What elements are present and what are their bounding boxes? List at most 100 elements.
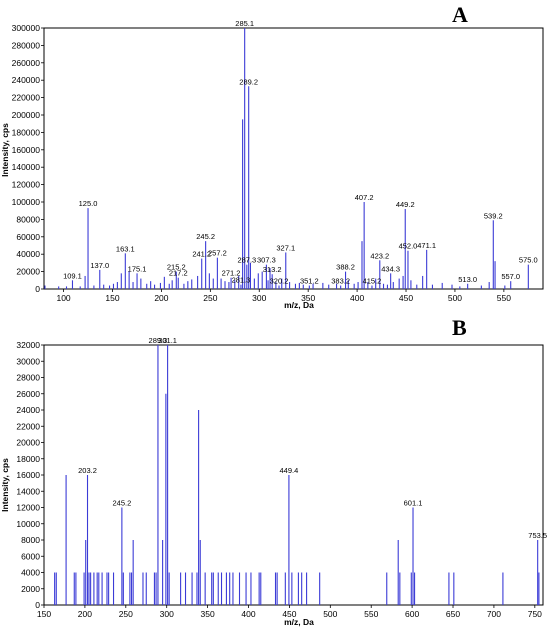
peak-label: 452.0: [399, 242, 418, 251]
peak-label: 327.1: [276, 243, 295, 252]
x-tick-label: 500: [448, 293, 462, 303]
peak-label: 217.2: [169, 269, 188, 278]
y-tick-label: 14000: [16, 486, 40, 496]
y-tick-label: 260000: [12, 58, 41, 68]
peak-label: 434.3: [381, 264, 400, 273]
peak-label: 257.2: [208, 249, 227, 258]
peak-label: 601.1: [404, 499, 423, 508]
y-tick-label: 240000: [12, 75, 41, 85]
peak-label: 351.2: [300, 277, 319, 286]
plot-area-frame: [43, 27, 544, 290]
x-tick-label: 650: [446, 609, 460, 619]
peak-label: 289.2: [239, 77, 258, 86]
y-tick-label: 80000: [16, 214, 40, 224]
y-tick-label: 0: [35, 284, 40, 294]
panel-label-a: A: [452, 2, 468, 27]
y-tick-label: 16000: [16, 470, 40, 480]
peak-label: 313.2: [263, 265, 282, 274]
y-tick-label: 2000: [21, 584, 40, 594]
peak-label: 215.2: [167, 263, 186, 272]
x-tick-label: 100: [56, 293, 70, 303]
peak-label: 471.1: [417, 241, 436, 250]
y-tick-label: 4000: [21, 568, 40, 578]
peak-label: 281.3: [232, 276, 251, 285]
y-axis-label-a: Intensity, cps: [0, 123, 10, 177]
y-tick-label: 12000: [16, 503, 40, 513]
x-tick-label: 450: [399, 293, 413, 303]
peak-label: 203.2: [78, 466, 97, 475]
y-tick-label: 18000: [16, 454, 40, 464]
y-tick-label: 200000: [12, 110, 41, 120]
peak-label: 163.1: [116, 244, 135, 253]
y-axis-label-b: Intensity, cps: [0, 458, 10, 512]
y-tick-label: 10000: [16, 519, 40, 529]
peak-label: 109.1: [63, 271, 82, 280]
x-tick-label: 750: [528, 609, 542, 619]
x-tick-label: 400: [241, 609, 255, 619]
x-tick-label: 300: [252, 293, 266, 303]
spectrum-panel-b: B Intensity, cps m/z, Da 0 2000 4000 6000 80…: [0, 315, 547, 627]
x-tick-label: 300: [160, 609, 174, 619]
peak-label: 289.3: [149, 336, 168, 345]
y-tick-label: 20000: [16, 267, 40, 277]
x-tick-label: 550: [497, 293, 511, 303]
x-tick-label: 550: [364, 609, 378, 619]
y-tick-label: 180000: [12, 127, 41, 137]
y-tick-label: 220000: [12, 93, 41, 103]
peak-label: 301.1: [158, 336, 177, 345]
y-tick-label: 20000: [16, 438, 40, 448]
x-tick-label: 200: [154, 293, 168, 303]
peak-label: 271.2: [222, 269, 241, 278]
y-tick-label: 120000: [12, 180, 41, 190]
y-tick-label: 40000: [16, 249, 40, 259]
y-tick-label: 60000: [16, 232, 40, 242]
peak-label: 245.2: [196, 232, 215, 241]
x-tick-label: 450: [282, 609, 296, 619]
peak-label: 285.1: [235, 19, 254, 28]
y-tick-label: 30000: [16, 356, 40, 366]
peak-label: 407.2: [355, 193, 374, 202]
peak-label: 557.0: [501, 272, 520, 281]
peak-label: 539.2: [484, 211, 503, 220]
y-tick-label: 26000: [16, 389, 40, 399]
y-tick-label: 6000: [21, 551, 40, 561]
x-tick-label: 350: [301, 293, 315, 303]
x-tick-label: 400: [350, 293, 364, 303]
peak-label: 415.2: [363, 277, 382, 286]
x-tick-label: 250: [119, 609, 133, 619]
x-axis-label-b: m/z, Da: [284, 617, 314, 627]
x-tick-label: 500: [323, 609, 337, 619]
x-tick-label: 600: [405, 609, 419, 619]
peak-label: 383.2: [331, 277, 350, 286]
peak-label: 241.2: [192, 250, 211, 259]
x-tick-label: 150: [105, 293, 119, 303]
y-tick-label: 32000: [16, 340, 40, 350]
x-tick-label: 150: [37, 609, 51, 619]
y-tick-label: 300000: [12, 23, 41, 33]
y-tick-label: 28000: [16, 373, 40, 383]
x-tick-label: 250: [203, 293, 217, 303]
y-tick-label: 160000: [12, 145, 41, 155]
y-tick-label: 280000: [12, 40, 41, 50]
peak-label: 307.3: [257, 256, 276, 265]
peak-label: 125.0: [79, 199, 98, 208]
spectrum-panel-a: A Intensity, cps m/z, Da 0 20000 40000 6000…: [0, 2, 544, 310]
peak-label: 245.2: [112, 499, 131, 508]
y-tick-label: 0: [35, 600, 40, 610]
peak-label: 449.2: [396, 200, 415, 209]
peak-label: 137.0: [90, 261, 109, 270]
x-axis-label-a: m/z, Da: [284, 300, 314, 310]
y-tick-label: 24000: [16, 405, 40, 415]
peak-label: 320.2: [270, 277, 289, 286]
peak-label: 388.2: [336, 263, 355, 272]
y-tick-label: 8000: [21, 535, 40, 545]
peak-label: 287.3: [237, 256, 256, 265]
peak-label: 175.1: [128, 264, 147, 273]
x-tick-label: 200: [78, 609, 92, 619]
y-tick-label: 140000: [12, 162, 41, 172]
peak-label: 449.4: [280, 466, 299, 475]
peak-label: 513.0: [458, 275, 477, 284]
x-tick-label: 350: [201, 609, 215, 619]
y-tick-label: 100000: [12, 197, 41, 207]
